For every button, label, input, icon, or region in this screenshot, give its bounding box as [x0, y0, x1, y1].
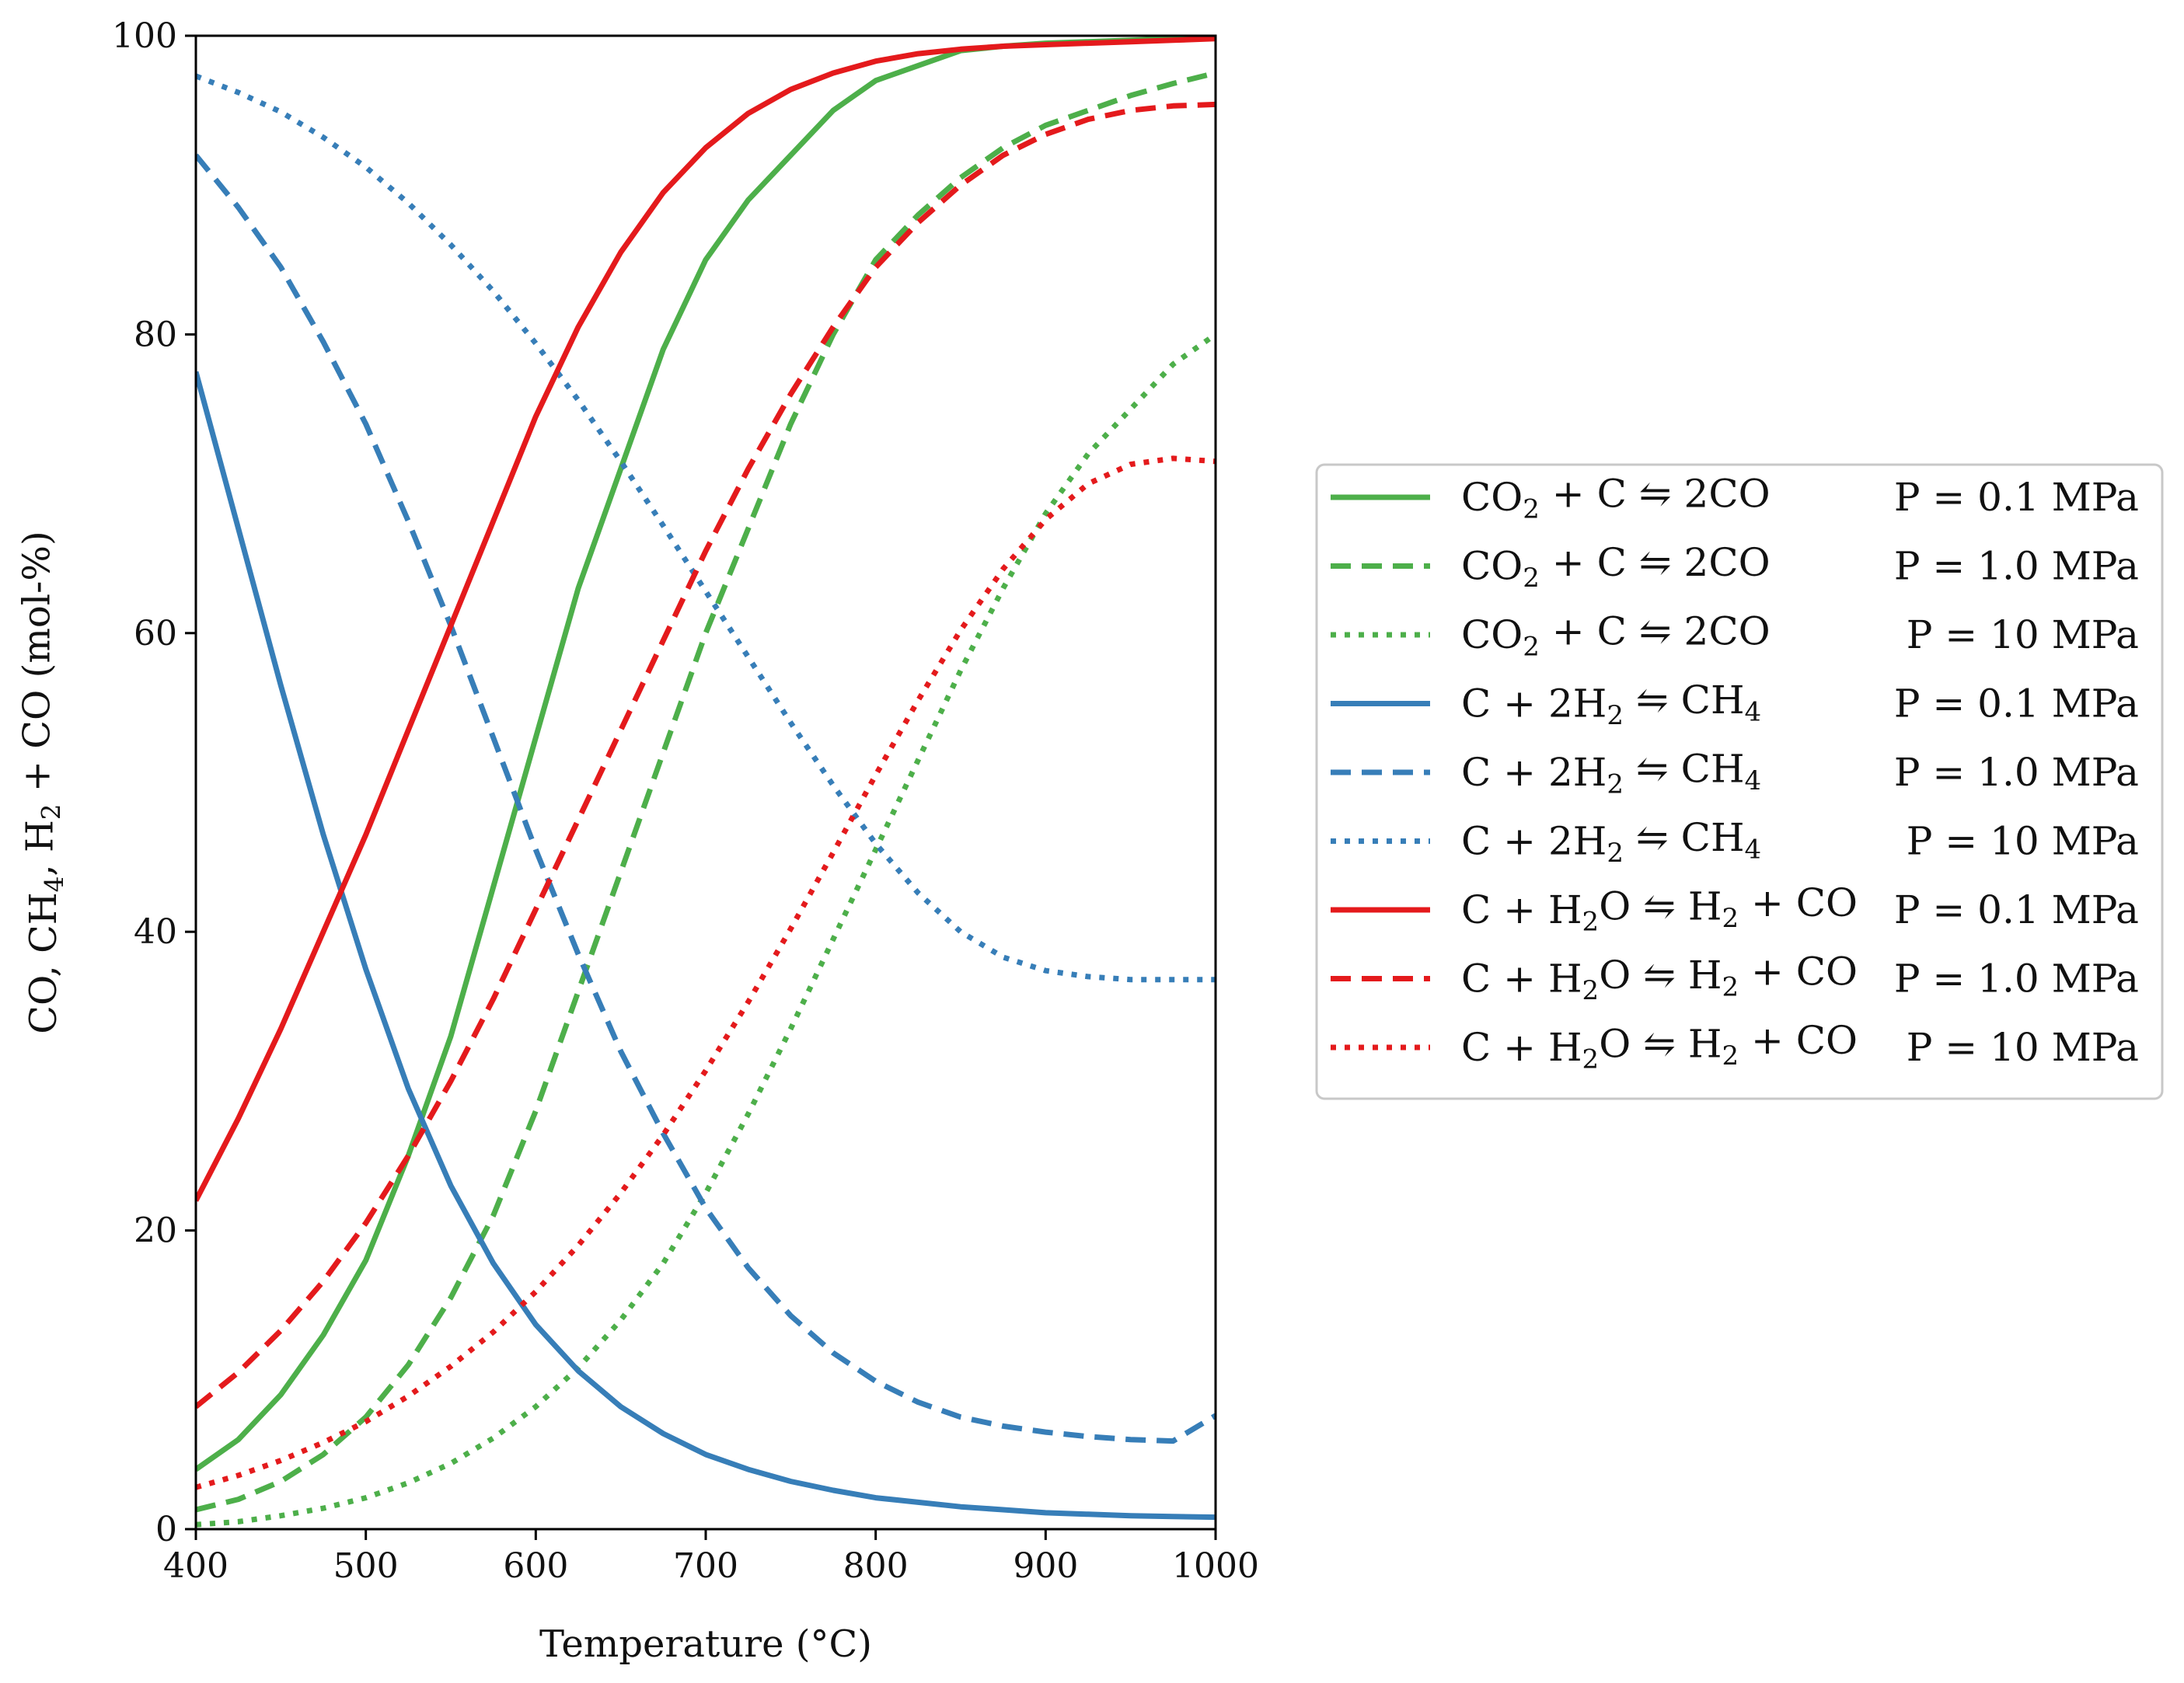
- plot-area: [196, 36, 1216, 1528]
- legend: CO2 + C ⇋ 2CO P = 0.1 MPa CO2 + C ⇋ 2CO P =…: [1315, 463, 2164, 1100]
- legend-reaction-label: C + 2H2 ⇋ CH4: [1461, 678, 1761, 731]
- legend-pressure-label: P = 1.0 MPa: [1894, 750, 2139, 795]
- legend-pressure-label: P = 0.1 MPa: [1894, 681, 2139, 727]
- legend-reaction-label: C + 2H2 ⇋ CH4: [1461, 747, 1761, 800]
- series-line-9: [196, 455, 1216, 1490]
- x-tick-label: 800: [843, 1546, 909, 1586]
- legend-reaction-label: C + 2H2 ⇋ CH4: [1461, 815, 1761, 869]
- y-tick-label: 60: [134, 614, 177, 653]
- x-tick-label: 600: [503, 1546, 568, 1586]
- legend-reaction-label: CO2 + C ⇋ 2CO: [1461, 540, 1771, 594]
- legend-pressure-label: P = 1.0 MPa: [1894, 544, 2139, 589]
- legend-pressure-label: P = 0.1 MPa: [1894, 475, 2139, 520]
- legend-pressure-label: P = 0.1 MPa: [1894, 887, 2139, 932]
- y-axis-label: CO, CH4, H2 + CO (mol-%): [15, 531, 69, 1033]
- y-tick-label: 80: [134, 315, 177, 354]
- y-tick-label: 0: [155, 1510, 177, 1549]
- legend-box: [1315, 463, 2164, 1100]
- legend-pressure-label: P = 1.0 MPa: [1894, 956, 2139, 1002]
- x-axis-label: Temperature (°C): [539, 1622, 872, 1666]
- legend-pressure-label: P = 10 MPa: [1907, 819, 2139, 864]
- x-tick-label: 1000: [1172, 1546, 1259, 1586]
- legend-reaction-label: CO2 + C ⇋ 2CO: [1461, 472, 1771, 525]
- y-tick-label: 40: [134, 912, 177, 952]
- series-line-6: [196, 73, 1216, 983]
- legend-reaction-label: C + H2O ⇋ H2 + CO: [1461, 950, 1858, 1006]
- series-line-2: [196, 70, 1216, 1513]
- series-line-4: [196, 371, 1216, 1521]
- series-line-3: [196, 332, 1216, 1528]
- legend-pressure-label: P = 10 MPa: [1907, 1025, 2139, 1070]
- series-line-7: [196, 36, 1216, 1202]
- y-tick-label: 20: [134, 1211, 177, 1251]
- series-line-1: [196, 36, 1216, 1472]
- x-tick-label: 400: [163, 1546, 229, 1586]
- legend-reaction-label: C + H2O ⇋ H2 + CO: [1461, 880, 1858, 937]
- series-line-5: [196, 153, 1216, 1444]
- series-line-8: [196, 101, 1216, 1409]
- x-tick-label: 500: [333, 1546, 399, 1586]
- legend-reaction-label: CO2 + C ⇋ 2CO: [1461, 609, 1771, 663]
- x-tick-label: 900: [1013, 1546, 1078, 1586]
- x-tick-label: 700: [673, 1546, 738, 1586]
- legend-reaction-label: C + H2O ⇋ H2 + CO: [1461, 1018, 1858, 1075]
- legend-pressure-label: P = 10 MPa: [1907, 612, 2139, 657]
- y-tick-label: 100: [112, 16, 177, 56]
- axes: 400 500 600 700 800 900 1000 0 20 40 60 80 100 Temper…: [15, 16, 1259, 1666]
